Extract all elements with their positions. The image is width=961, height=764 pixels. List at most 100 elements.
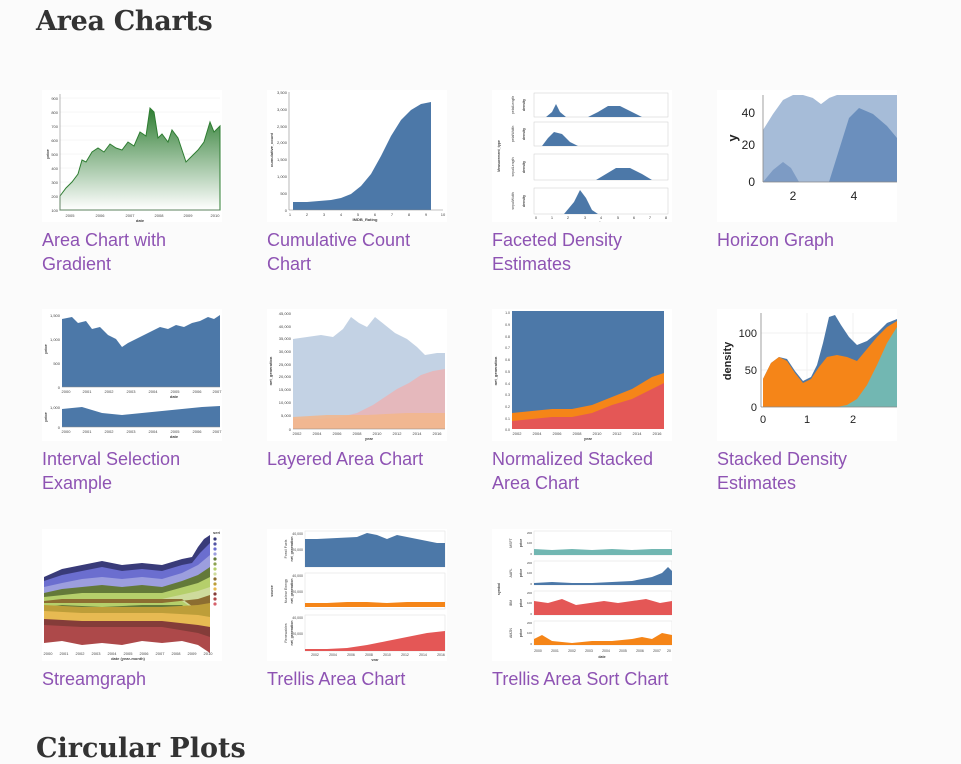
x-tick: 2006 xyxy=(140,651,150,656)
x-tick: 2005 xyxy=(171,389,181,394)
card-normalized-stacked-area-chart[interactable]: 1.0 0.9 0.8 0.7 0.6 0.5 0.4 0.3 0.2 0.1 … xyxy=(492,309,674,495)
thumbnail-interval-selection-example[interactable]: 1,500 1,000 500 0 1,000 0 2000 2001 2002… xyxy=(42,309,222,441)
y-tick: 2,000 xyxy=(277,140,288,145)
thumbnail-layered-area-chart[interactable]: 45,000 40,000 35,000 30,000 25,000 20,00… xyxy=(267,309,447,441)
next-section-title: Circular Plots xyxy=(36,733,246,764)
card-stacked-density-estimates[interactable]: 100 50 0 0 1 2 density Stacked Density E… xyxy=(717,309,899,495)
x-tick: 5 xyxy=(617,215,620,220)
x-tick: 2 xyxy=(850,414,856,426)
thumbnail-normalized-stacked-area-chart[interactable]: 1.0 0.9 0.8 0.7 0.6 0.5 0.4 0.3 0.2 0.1 … xyxy=(492,309,672,441)
facet-row-label: IBM xyxy=(509,600,513,606)
y-axis-title: net_generation xyxy=(268,356,273,385)
facet-row-label: AAPL xyxy=(509,568,513,577)
x-tick: 2004 xyxy=(149,389,159,394)
x-tick: 2 xyxy=(306,212,309,217)
y-tick: 200 xyxy=(527,621,532,625)
y-tick: 3,500 xyxy=(277,90,288,95)
y-tick: 0.7 xyxy=(505,346,510,350)
x-tick: 2007 xyxy=(653,649,661,653)
y-tick: 100 xyxy=(527,571,532,575)
y-tick: 0.3 xyxy=(505,393,510,397)
y-tick: 100 xyxy=(739,328,757,340)
x-tick: 2010 xyxy=(383,653,391,657)
thumbnail-area-chart-with-gradient[interactable]: 900 800 700 600 500 400 300 200 100 2005… xyxy=(42,90,222,222)
thumbnail-horizon-graph[interactable]: 40 20 0 2 4 y xyxy=(717,90,897,222)
y-tick: 0.0 xyxy=(505,428,510,432)
facet-y-label: density xyxy=(522,161,526,173)
x-tick: 8 xyxy=(408,212,411,217)
y-tick: 200 xyxy=(51,194,58,199)
facet-row-label: sepalWidth xyxy=(511,192,515,209)
x-tick: 3 xyxy=(323,212,326,217)
card-area-chart-with-gradient[interactable]: 900 800 700 600 500 400 300 200 100 2005… xyxy=(42,90,224,276)
y-tick: 0 xyxy=(530,612,532,616)
y-tick: 40,000 xyxy=(292,574,303,578)
y-tick: 400 xyxy=(51,166,58,171)
facet-row-label: petalWidth xyxy=(511,126,515,143)
y-tick: 0 xyxy=(748,175,755,189)
card-caption[interactable]: Area Chart with Gradient xyxy=(42,230,167,274)
card-horizon-graph[interactable]: 40 20 0 2 4 y Horizon Graph xyxy=(717,90,899,252)
x-tick: 2002 xyxy=(76,651,86,656)
x-tick: 2016 xyxy=(653,431,663,436)
x-axis-title: year xyxy=(371,658,379,661)
x-tick: 2010 xyxy=(204,651,214,656)
x-tick: 2002 xyxy=(513,431,523,436)
thumbnail-trellis-area-sort-chart[interactable]: MSFT AAPL IBM AMZN price price price pri… xyxy=(492,529,672,661)
y-tick: 0 xyxy=(530,642,532,646)
card-caption[interactable]: Cumulative Count Chart xyxy=(267,230,411,274)
facet-y-label: net_generation xyxy=(290,620,294,645)
y-tick: 1,500 xyxy=(277,157,288,162)
facet-y-label: price xyxy=(519,569,523,577)
card-caption[interactable]: Streamgraph xyxy=(42,669,147,689)
card-trellis-area-sort-chart[interactable]: MSFT AAPL IBM AMZN price price price pri… xyxy=(492,529,674,691)
card-caption[interactable]: Stacked Density Estimates xyxy=(717,449,848,493)
x-tick: 2007 xyxy=(213,389,222,394)
thumbnail-faceted-density-estimates[interactable]: petalLength petalWidth sepalLength sepal… xyxy=(492,90,672,222)
x-tick: 2016 xyxy=(433,431,443,436)
legend-title: seri xyxy=(213,530,220,535)
card-streamgraph[interactable]: seri 2000 2001 2002 2003 2004 2005 2006 … xyxy=(42,529,224,691)
y-tick: 20,000 xyxy=(292,632,303,636)
y-tick: 40,000 xyxy=(279,324,292,329)
thumbnail-stacked-density-estimates[interactable]: 100 50 0 0 1 2 density xyxy=(717,309,897,441)
card-caption[interactable]: Trellis Area Chart xyxy=(267,669,406,689)
card-trellis-area-chart[interactable]: Fossil Fuels Nuclear Energy Renewables n… xyxy=(267,529,449,691)
thumbnail-trellis-area-chart[interactable]: Fossil Fuels Nuclear Energy Renewables n… xyxy=(267,529,447,661)
card-caption[interactable]: Horizon Graph xyxy=(717,230,835,250)
x-tick: 2002 xyxy=(293,431,303,436)
card-caption[interactable]: Normalized Stacked Area Chart xyxy=(492,449,654,493)
y-axis-title: source xyxy=(270,585,274,597)
y-tick: 500 xyxy=(51,152,58,157)
y-axis-title: y xyxy=(725,134,740,142)
card-caption[interactable]: Layered Area Chart xyxy=(267,449,424,469)
thumbnail-cumulative-count-chart[interactable]: 3,500 3,000 2,500 2,000 1,500 1,000 500 … xyxy=(267,90,447,222)
x-tick: 7 xyxy=(649,215,652,220)
y-tick: 0.8 xyxy=(505,335,510,339)
x-tick: 2005 xyxy=(171,429,181,434)
x-tick: 1 xyxy=(551,215,554,220)
x-tick: 2007 xyxy=(156,651,166,656)
y-tick: 0 xyxy=(289,427,292,432)
y-axis-title: price xyxy=(45,148,50,158)
card-layered-area-chart[interactable]: 45,000 40,000 35,000 30,000 25,000 20,00… xyxy=(267,309,449,471)
card-caption[interactable]: Interval Selection Example xyxy=(42,449,181,493)
x-tick: 2002 xyxy=(568,649,576,653)
x-tick: 4 xyxy=(340,212,343,217)
y-tick: 0 xyxy=(58,425,61,430)
x-axis-title: year xyxy=(584,436,593,441)
y-tick: 100 xyxy=(527,541,532,545)
x-tick: 2001 xyxy=(551,649,559,653)
facet-y-label: density xyxy=(522,195,526,207)
card-interval-selection-example[interactable]: 1,500 1,000 500 0 1,000 0 2000 2001 2002… xyxy=(42,309,224,495)
x-tick: 2006 xyxy=(96,213,106,218)
card-cumulative-count-chart[interactable]: 3,500 3,000 2,500 2,000 1,500 1,000 500 … xyxy=(267,90,449,276)
thumbnail-streamgraph[interactable]: seri 2000 2001 2002 2003 2004 2005 2006 … xyxy=(42,529,222,661)
card-caption[interactable]: Faceted Density Estimates xyxy=(492,230,623,274)
card-caption[interactable]: Trellis Area Sort Chart xyxy=(492,669,669,689)
card-faceted-density-estimates[interactable]: petalLength petalWidth sepalLength sepal… xyxy=(492,90,674,276)
x-tick: 2 xyxy=(567,215,570,220)
y-tick: 100 xyxy=(527,631,532,635)
y-tick: 200 xyxy=(527,531,532,535)
x-tick: 2004 xyxy=(108,651,118,656)
